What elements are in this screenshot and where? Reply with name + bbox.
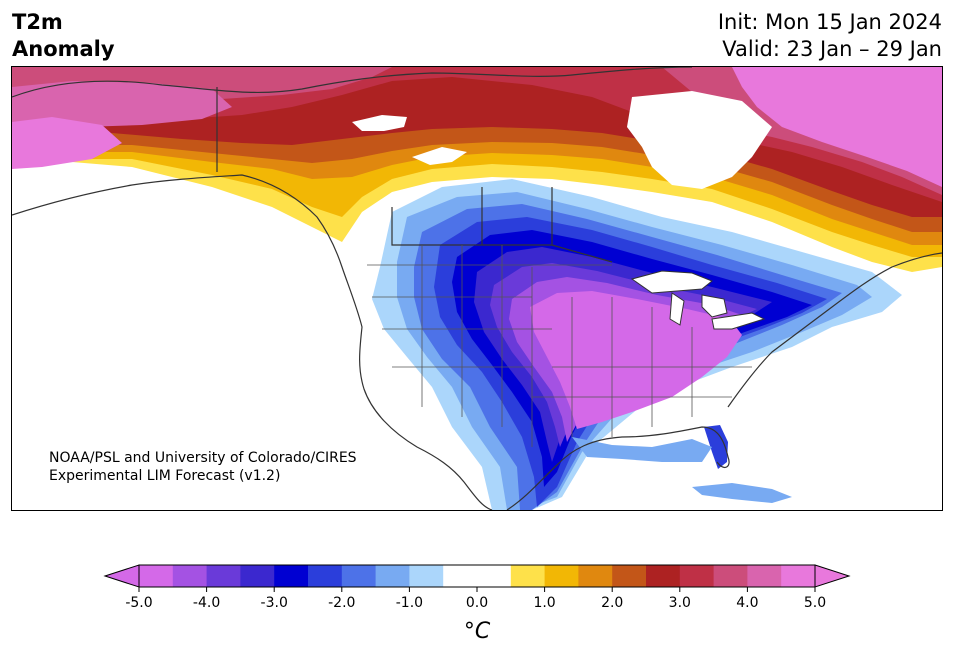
- colorbar-unit: °C: [464, 619, 491, 644]
- colorbar-segment: [308, 565, 342, 587]
- map-title: T2m Anomaly: [12, 9, 115, 63]
- colorbar-segments: [139, 565, 816, 587]
- colorbar-segment: [443, 565, 477, 587]
- colorbar-segment: [578, 565, 612, 587]
- credit-text: NOAA/PSL and University of Colorado/CIRE…: [49, 449, 357, 485]
- title-line-variable: T2m: [12, 9, 115, 36]
- colorbar-tick-label: -5.0: [125, 595, 152, 611]
- credit-line-2: Experimental LIM Forecast (v1.2): [49, 467, 357, 485]
- colorbar-tick-label: -3.0: [261, 595, 288, 611]
- cuba-light-blue: [692, 483, 792, 503]
- colorbar-segment: [612, 565, 646, 587]
- colorbar-segment: [747, 565, 781, 587]
- colorbar-segment: [274, 565, 308, 587]
- credit-line-1: NOAA/PSL and University of Colorado/CIRE…: [49, 449, 357, 467]
- colorbar-segment: [240, 565, 274, 587]
- colorbar-segment: [714, 565, 748, 587]
- colorbar-segment: [376, 565, 410, 587]
- colorbar-segment: [545, 565, 579, 587]
- map-canvas: [12, 67, 942, 510]
- colorbar-segment: [511, 565, 545, 587]
- colorbar-tick-label: 3.0: [669, 595, 691, 611]
- title-line-anomaly: Anomaly: [12, 36, 115, 63]
- colorbar-tick-label: -4.0: [193, 595, 220, 611]
- colorbar-ticks: -5.0 -4.0 -3.0 -2.0 -1.0 0.0 1.0 2.0 3.0 4.0 5.0: [125, 587, 826, 611]
- colorbar-segment: [173, 565, 207, 587]
- colorbar-segment: [207, 565, 241, 587]
- colorbar: -5.0 -4.0 -3.0 -2.0 -1.0 0.0 1.0 2.0 3.0 4.0 5.0 °…: [0, 560, 953, 650]
- colorbar-tick-label: -1.0: [396, 595, 423, 611]
- colorbar-tick-label: 5.0: [804, 595, 826, 611]
- colorbar-segment: [139, 565, 173, 587]
- anomaly-map: [11, 66, 943, 511]
- valid-range: Valid: 23 Jan – 29 Jan: [718, 36, 942, 63]
- colorbar-segment: [342, 565, 376, 587]
- colorbar-tick-label: 4.0: [736, 595, 758, 611]
- colorbar-tick-label: -2.0: [328, 595, 355, 611]
- colorbar-tick-label: 0.0: [466, 595, 488, 611]
- colorbar-segment: [409, 565, 443, 587]
- colorbar-tick-label: 1.0: [533, 595, 555, 611]
- init-date: Init: Mon 15 Jan 2024: [718, 9, 942, 36]
- colorbar-segment: [646, 565, 680, 587]
- colorbar-segment: [680, 565, 714, 587]
- colorbar-over-arrow: [815, 565, 849, 587]
- colorbar-segment: [781, 565, 815, 587]
- colorbar-segment: [477, 565, 511, 587]
- forecast-dates: Init: Mon 15 Jan 2024 Valid: 23 Jan – 29…: [718, 9, 942, 63]
- colorbar-svg: -5.0 -4.0 -3.0 -2.0 -1.0 0.0 1.0 2.0 3.0 4.0 5.0 °…: [0, 560, 953, 650]
- colorbar-under-arrow: [105, 565, 139, 587]
- colorbar-tick-label: 2.0: [601, 595, 623, 611]
